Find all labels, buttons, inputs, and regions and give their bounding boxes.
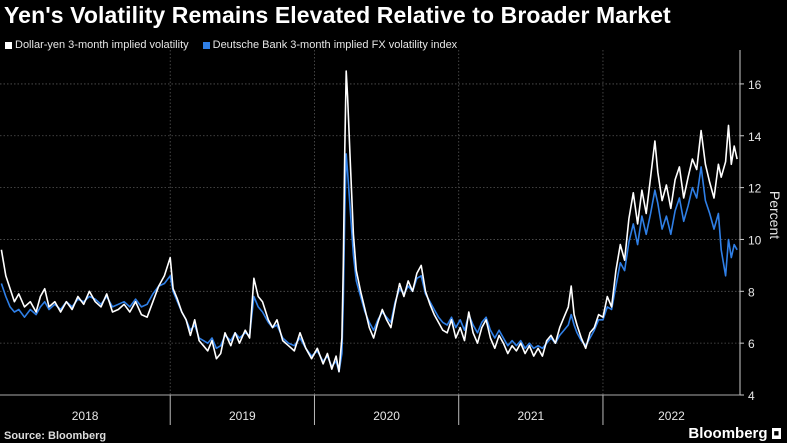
legend-label-deutsche-bank: Deutsche Bank 3-month implied FX volatil… bbox=[212, 39, 458, 51]
series-line-dollar-yen bbox=[0, 70, 738, 373]
x-tick-label: 2022 bbox=[658, 409, 685, 423]
grid bbox=[0, 50, 740, 396]
y-tick-label: 12 bbox=[748, 182, 762, 196]
x-tick-label: 2020 bbox=[373, 409, 400, 423]
legend-item-dollar-yen: Dollar-yen 3-month implied volatility bbox=[5, 39, 189, 51]
chart-title: Yen's Volatility Remains Elevated Relati… bbox=[4, 2, 671, 28]
legend-swatch-blue bbox=[202, 41, 210, 49]
x-tick-label: 2019 bbox=[229, 409, 256, 423]
x-tick-label: 2018 bbox=[72, 409, 99, 423]
brand-logo: Bloomberg ■ bbox=[688, 425, 781, 442]
legend: Dollar-yen 3-month implied volatility De… bbox=[5, 39, 457, 51]
y-tick-label: 10 bbox=[748, 233, 762, 247]
legend-label-dollar-yen: Dollar-yen 3-month implied volatility bbox=[15, 39, 189, 51]
series-line-deutsche-bank bbox=[0, 153, 738, 373]
x-tick-label: 2021 bbox=[517, 409, 544, 423]
axis-layer: 4 6 8 10 12 14 16 Percent 2018 2019 2020 2021 2022 bbox=[0, 50, 783, 425]
y-tick-label: 16 bbox=[748, 78, 762, 92]
series-layer bbox=[0, 70, 738, 373]
source-note: Source: Bloomberg bbox=[4, 430, 107, 442]
y-axis-label: Percent bbox=[767, 191, 783, 239]
y-tick-label: 6 bbox=[748, 337, 755, 351]
legend-swatch-white bbox=[5, 41, 12, 49]
brand-text: Bloomberg bbox=[688, 425, 768, 442]
y-tick-label: 14 bbox=[748, 130, 762, 144]
y-tick-label: 8 bbox=[748, 285, 755, 299]
camera-icon: ■ bbox=[771, 428, 781, 439]
y-tick-label: 4 bbox=[748, 389, 755, 403]
legend-item-deutsche-bank: Deutsche Bank 3-month implied FX volatil… bbox=[202, 39, 458, 51]
